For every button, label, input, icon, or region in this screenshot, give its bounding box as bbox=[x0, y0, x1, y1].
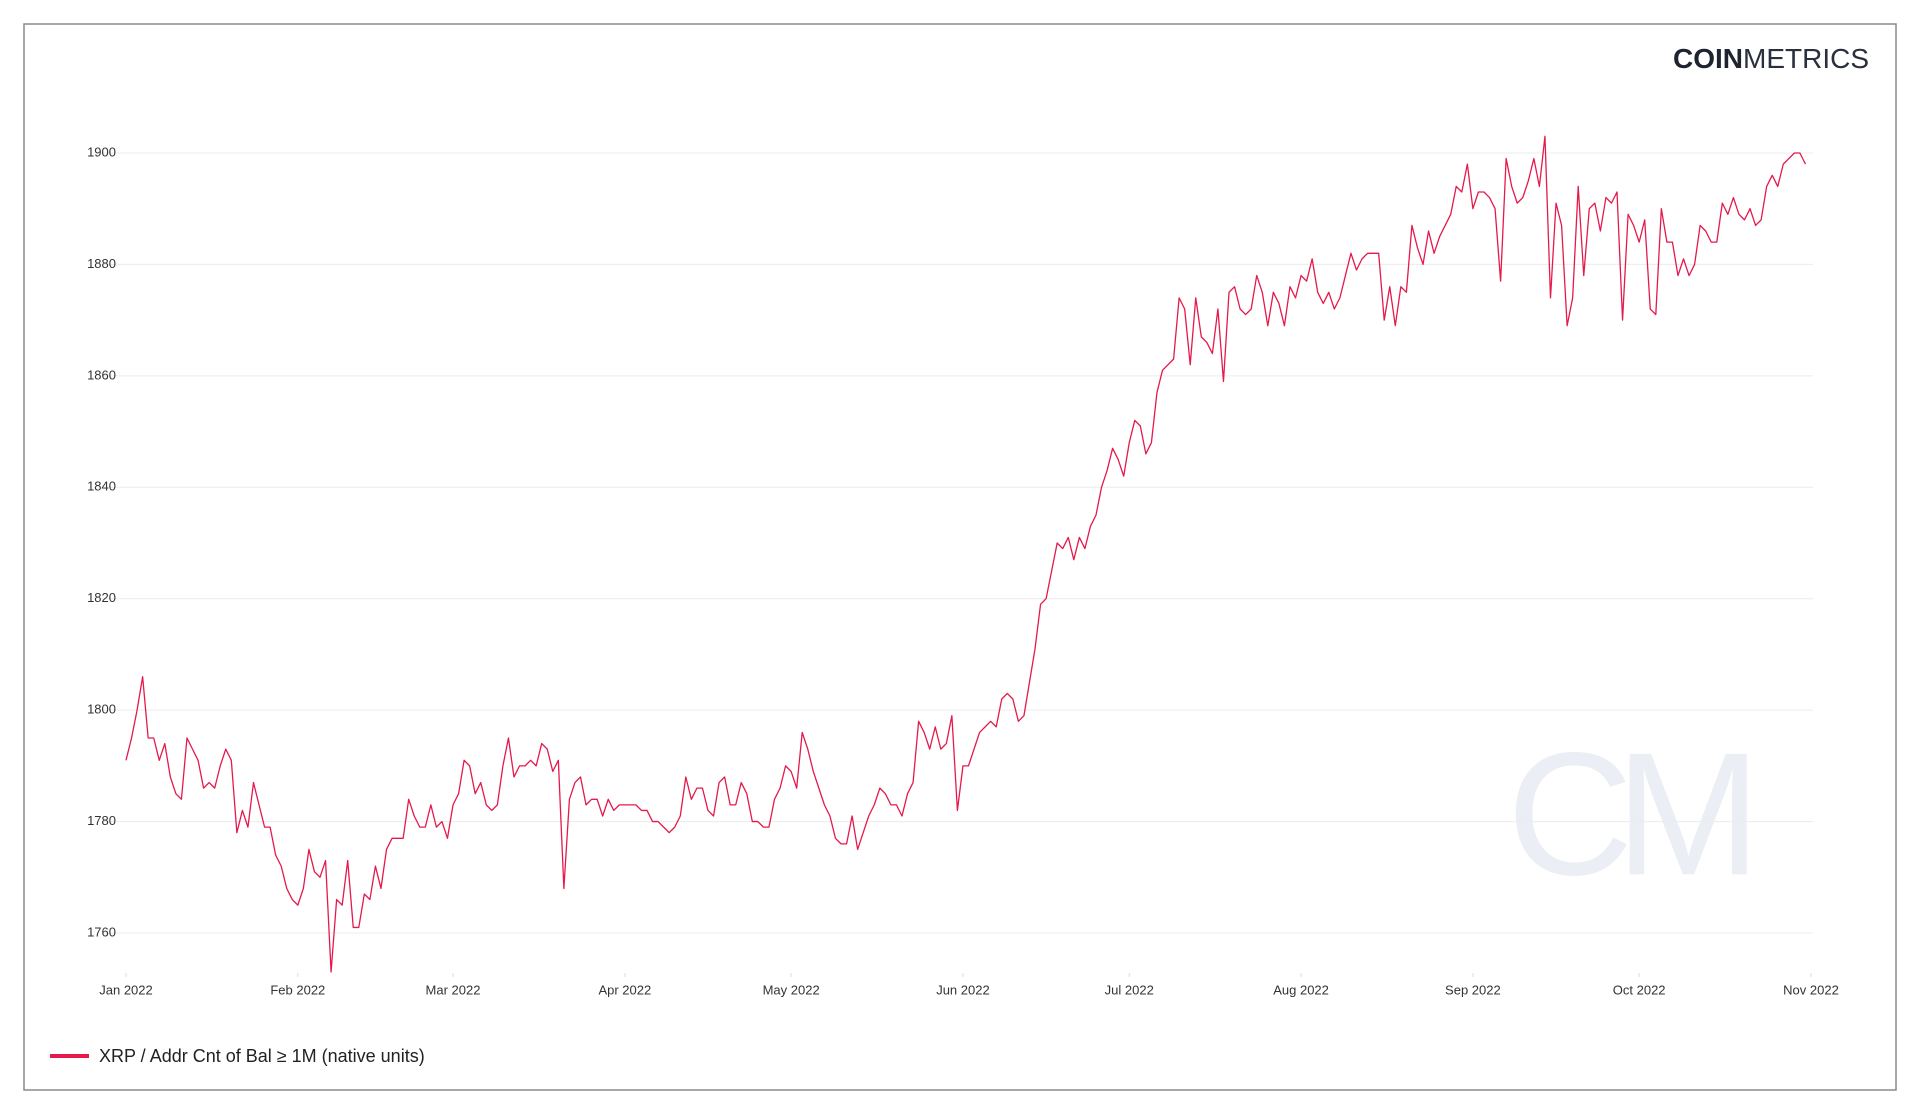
logo: COINMETRICS bbox=[1673, 43, 1869, 74]
watermark: CM bbox=[1507, 717, 1747, 912]
logo-light: METRICS bbox=[1743, 43, 1869, 74]
y-tick-label: 1860 bbox=[87, 367, 116, 382]
x-tick-label: Feb 2022 bbox=[270, 982, 325, 997]
y-tick-label: 1820 bbox=[87, 590, 116, 605]
x-tick-label: Nov 2022 bbox=[1783, 982, 1839, 997]
legend-label: XRP / Addr Cnt of Bal ≥ 1M (native units… bbox=[99, 1046, 425, 1066]
y-tick-label: 1760 bbox=[87, 924, 116, 939]
x-tick-label: May 2022 bbox=[763, 982, 820, 997]
y-tick-label: 1780 bbox=[87, 813, 116, 828]
y-tick-label: 1900 bbox=[87, 144, 116, 159]
logo-bold: COIN bbox=[1673, 43, 1743, 74]
x-tick-label: Jul 2022 bbox=[1105, 982, 1154, 997]
frame bbox=[23, 23, 1897, 1091]
y-tick-label: 1840 bbox=[87, 479, 116, 494]
data-line bbox=[125, 135, 1807, 973]
x-tick-label: Aug 2022 bbox=[1273, 982, 1329, 997]
x-tick-label: Mar 2022 bbox=[426, 982, 481, 997]
y-tick-label: 1880 bbox=[87, 256, 116, 271]
x-tick-label: Jun 2022 bbox=[936, 982, 990, 997]
x-tick-label: Apr 2022 bbox=[598, 982, 651, 997]
x-tick-label: Oct 2022 bbox=[1613, 982, 1666, 997]
legend: XRP / Addr Cnt of Bal ≥ 1M (native units… bbox=[50, 1046, 425, 1066]
y-tick-label: 1800 bbox=[87, 702, 116, 717]
x-tick-label: Sep 2022 bbox=[1445, 982, 1501, 997]
x-tick-label: Jan 2022 bbox=[99, 982, 153, 997]
